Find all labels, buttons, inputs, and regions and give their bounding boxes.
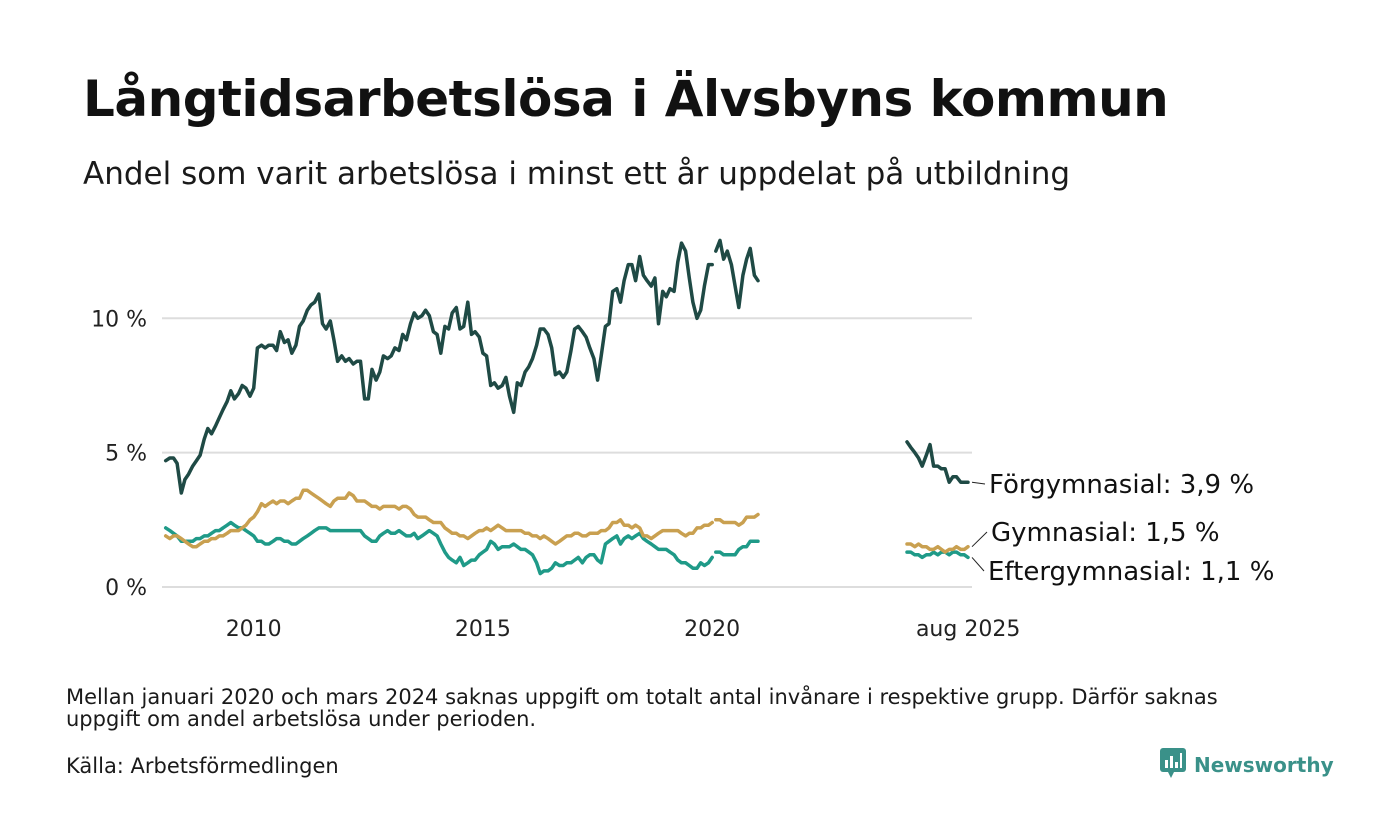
series-lines — [163, 238, 970, 576]
series-end-labels: Förgymnasial: 3,9 % Gymnasial: 1,5 % Efter… — [971, 470, 1274, 587]
series-line-gymnasial — [163, 488, 714, 549]
newsworthy-chart-logo-icon — [1160, 748, 1186, 782]
gridlines — [162, 317, 972, 588]
y-tick-label: 10 % — [91, 307, 147, 332]
label-leader-line — [971, 481, 986, 485]
series-end-label: Förgymnasial: 3,9 % — [989, 470, 1254, 500]
chart-subtitle: Andel som varit arbetslösa i minst ett å… — [83, 156, 1071, 192]
series-line-gymnasial — [714, 512, 760, 527]
series-line-eftergymnasial — [714, 539, 760, 557]
series-line-förgymnasial — [714, 238, 760, 310]
series-line-eftergymnasial — [905, 550, 970, 560]
y-tick-label: 0 % — [105, 576, 147, 601]
newsworthy-logo[interactable]: Newsworthy — [1160, 748, 1334, 782]
x-tick-label: aug 2025 — [916, 617, 1020, 642]
series-end-label: Gymnasial: 1,5 % — [991, 518, 1220, 548]
x-tick-label: 2020 — [684, 617, 740, 642]
y-tick-label: 5 % — [105, 442, 147, 467]
chart-title: Långtidsarbetslösa i Älvsbyns kommun — [83, 70, 1169, 128]
x-tick-label: 2010 — [226, 617, 282, 642]
label-leader-line — [971, 531, 988, 548]
series-line-förgymnasial — [163, 241, 714, 495]
x-tick-label: 2015 — [455, 617, 511, 642]
label-leader-line — [971, 557, 985, 572]
series-line-gymnasial — [905, 542, 970, 554]
newsworthy-wordmark: Newsworthy — [1194, 753, 1334, 777]
y-axis-tick-labels: 0 % 5 % 10 % — [91, 307, 147, 601]
footnote: Mellan januari 2020 och mars 2024 saknas… — [66, 685, 1218, 731]
source-line: Källa: Arbetsförmedlingen — [66, 754, 339, 778]
series-line-förgymnasial — [905, 440, 970, 484]
series-end-label: Eftergymnasial: 1,1 % — [988, 557, 1274, 587]
series-line-eftergymnasial — [163, 520, 714, 576]
x-axis-tick-labels: 2010 2015 2020 aug 2025 — [226, 617, 1021, 642]
